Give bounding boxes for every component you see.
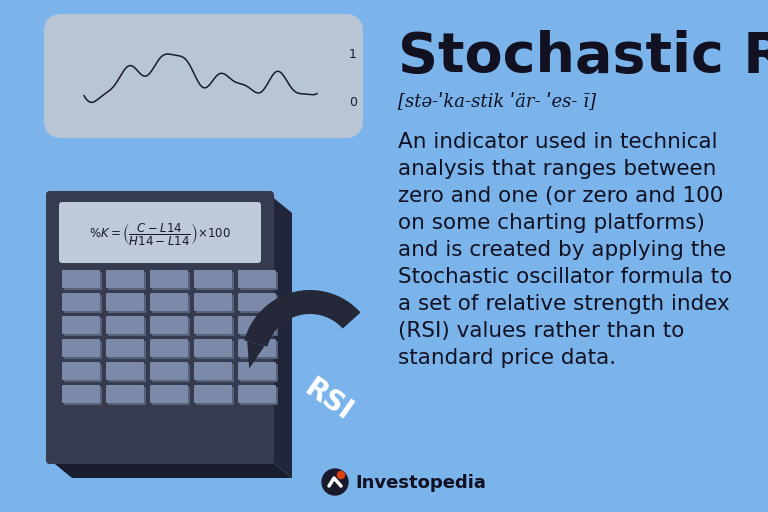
FancyBboxPatch shape <box>194 385 232 403</box>
FancyBboxPatch shape <box>196 364 234 382</box>
FancyBboxPatch shape <box>152 295 190 313</box>
FancyBboxPatch shape <box>108 364 146 382</box>
FancyBboxPatch shape <box>106 385 144 403</box>
FancyBboxPatch shape <box>62 293 100 311</box>
FancyBboxPatch shape <box>194 316 232 334</box>
FancyBboxPatch shape <box>196 318 234 336</box>
FancyBboxPatch shape <box>106 293 144 311</box>
FancyBboxPatch shape <box>196 272 234 290</box>
FancyBboxPatch shape <box>238 339 276 357</box>
Text: 1: 1 <box>349 48 357 60</box>
FancyBboxPatch shape <box>240 295 278 313</box>
FancyBboxPatch shape <box>238 270 276 288</box>
FancyBboxPatch shape <box>150 316 188 334</box>
Text: on some charting platforms): on some charting platforms) <box>398 213 705 233</box>
FancyBboxPatch shape <box>238 385 276 403</box>
Text: zero and one (or zero and 100: zero and one (or zero and 100 <box>398 186 723 206</box>
FancyBboxPatch shape <box>64 341 102 359</box>
FancyBboxPatch shape <box>240 318 278 336</box>
FancyBboxPatch shape <box>240 272 278 290</box>
FancyBboxPatch shape <box>240 387 278 405</box>
FancyBboxPatch shape <box>106 316 144 334</box>
FancyBboxPatch shape <box>150 385 188 403</box>
FancyBboxPatch shape <box>108 272 146 290</box>
FancyBboxPatch shape <box>46 191 274 464</box>
Text: An indicator used in technical: An indicator used in technical <box>398 132 717 152</box>
FancyBboxPatch shape <box>196 341 234 359</box>
Text: 0: 0 <box>349 96 357 109</box>
FancyBboxPatch shape <box>108 341 146 359</box>
FancyBboxPatch shape <box>152 318 190 336</box>
FancyBboxPatch shape <box>106 339 144 357</box>
FancyBboxPatch shape <box>152 272 190 290</box>
Text: $\%K = \left(\dfrac{C-L14}{H14-L14}\right)\!\times\!100$: $\%K = \left(\dfrac{C-L14}{H14-L14}\righ… <box>89 222 231 247</box>
FancyBboxPatch shape <box>152 387 190 405</box>
FancyBboxPatch shape <box>240 341 278 359</box>
Polygon shape <box>244 290 360 347</box>
Text: analysis that ranges between: analysis that ranges between <box>398 159 717 179</box>
FancyBboxPatch shape <box>64 387 102 405</box>
FancyBboxPatch shape <box>64 318 102 336</box>
FancyBboxPatch shape <box>62 339 100 357</box>
FancyBboxPatch shape <box>64 295 102 313</box>
FancyBboxPatch shape <box>108 318 146 336</box>
Text: Stochastic oscillator formula to: Stochastic oscillator formula to <box>398 267 732 287</box>
FancyBboxPatch shape <box>196 387 234 405</box>
Polygon shape <box>270 195 292 478</box>
FancyBboxPatch shape <box>108 295 146 313</box>
Text: Stochastic RSI: Stochastic RSI <box>398 30 768 84</box>
FancyBboxPatch shape <box>194 362 232 380</box>
FancyBboxPatch shape <box>194 270 232 288</box>
Text: standard price data.: standard price data. <box>398 348 616 368</box>
FancyBboxPatch shape <box>108 387 146 405</box>
Text: Investopedia: Investopedia <box>355 474 486 492</box>
Text: (RSI) values rather than to: (RSI) values rather than to <box>398 321 684 341</box>
FancyBboxPatch shape <box>150 270 188 288</box>
FancyBboxPatch shape <box>238 316 276 334</box>
FancyBboxPatch shape <box>64 364 102 382</box>
FancyBboxPatch shape <box>152 341 190 359</box>
Circle shape <box>322 469 348 495</box>
Polygon shape <box>50 460 292 478</box>
FancyBboxPatch shape <box>59 202 261 263</box>
FancyBboxPatch shape <box>150 362 188 380</box>
FancyBboxPatch shape <box>150 339 188 357</box>
FancyBboxPatch shape <box>194 293 232 311</box>
FancyBboxPatch shape <box>194 339 232 357</box>
FancyBboxPatch shape <box>44 14 363 138</box>
FancyBboxPatch shape <box>152 364 190 382</box>
FancyBboxPatch shape <box>196 295 234 313</box>
FancyBboxPatch shape <box>238 362 276 380</box>
FancyBboxPatch shape <box>106 270 144 288</box>
Text: [stə-ˈka-stik ˈär- ˈes- ī]: [stə-ˈka-stik ˈär- ˈes- ī] <box>398 92 596 110</box>
FancyBboxPatch shape <box>240 364 278 382</box>
FancyBboxPatch shape <box>62 316 100 334</box>
FancyBboxPatch shape <box>62 270 100 288</box>
FancyBboxPatch shape <box>106 362 144 380</box>
Text: and is created by applying the: and is created by applying the <box>398 240 726 260</box>
FancyBboxPatch shape <box>64 272 102 290</box>
Circle shape <box>337 472 345 479</box>
FancyBboxPatch shape <box>238 293 276 311</box>
Text: a set of relative strength index: a set of relative strength index <box>398 294 730 314</box>
FancyBboxPatch shape <box>150 293 188 311</box>
FancyBboxPatch shape <box>62 385 100 403</box>
FancyBboxPatch shape <box>62 362 100 380</box>
Text: RSI: RSI <box>299 374 357 426</box>
Polygon shape <box>247 341 265 369</box>
